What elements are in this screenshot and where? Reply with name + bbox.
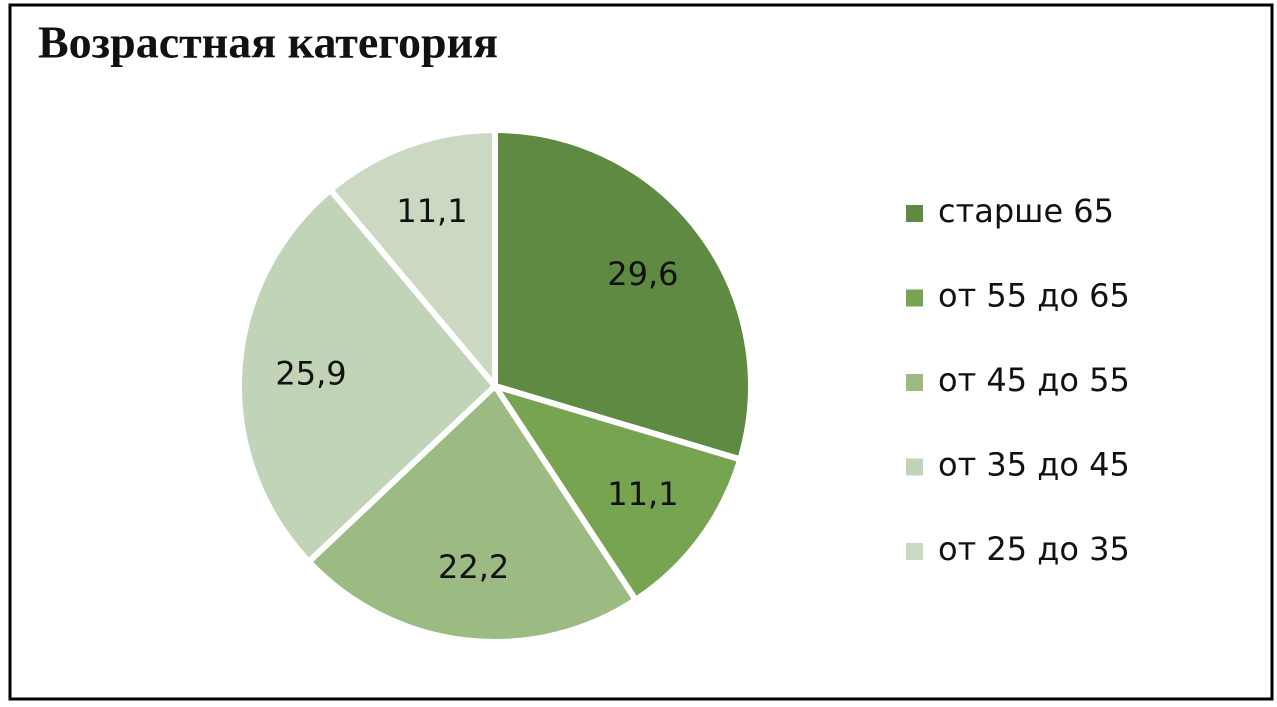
pie-slice <box>327 127 498 389</box>
data-label: 11,1 <box>607 475 678 513</box>
pie-slice <box>492 127 754 463</box>
legend-label: от 25 до 35 <box>938 530 1130 568</box>
data-label: 25,9 <box>275 354 346 392</box>
legend-swatch <box>906 205 923 222</box>
data-label: 22,2 <box>438 548 509 586</box>
legend-swatch <box>906 289 923 307</box>
data-label: 11,1 <box>396 192 467 230</box>
chart-title: Возрастная категория <box>38 17 498 68</box>
legend-label: от 55 до 65 <box>938 277 1130 315</box>
legend-swatch <box>906 458 923 476</box>
pie-slice <box>236 186 498 565</box>
legend-label: от 45 до 55 <box>938 361 1130 399</box>
legend-label: старше 65 <box>938 192 1114 230</box>
legend-swatch <box>906 374 923 391</box>
pie-slice <box>305 383 639 645</box>
data-label: 29,6 <box>607 255 678 293</box>
legend-swatch <box>906 543 923 560</box>
legend-label: от 35 до 45 <box>938 446 1130 484</box>
pie-slice <box>492 383 744 603</box>
